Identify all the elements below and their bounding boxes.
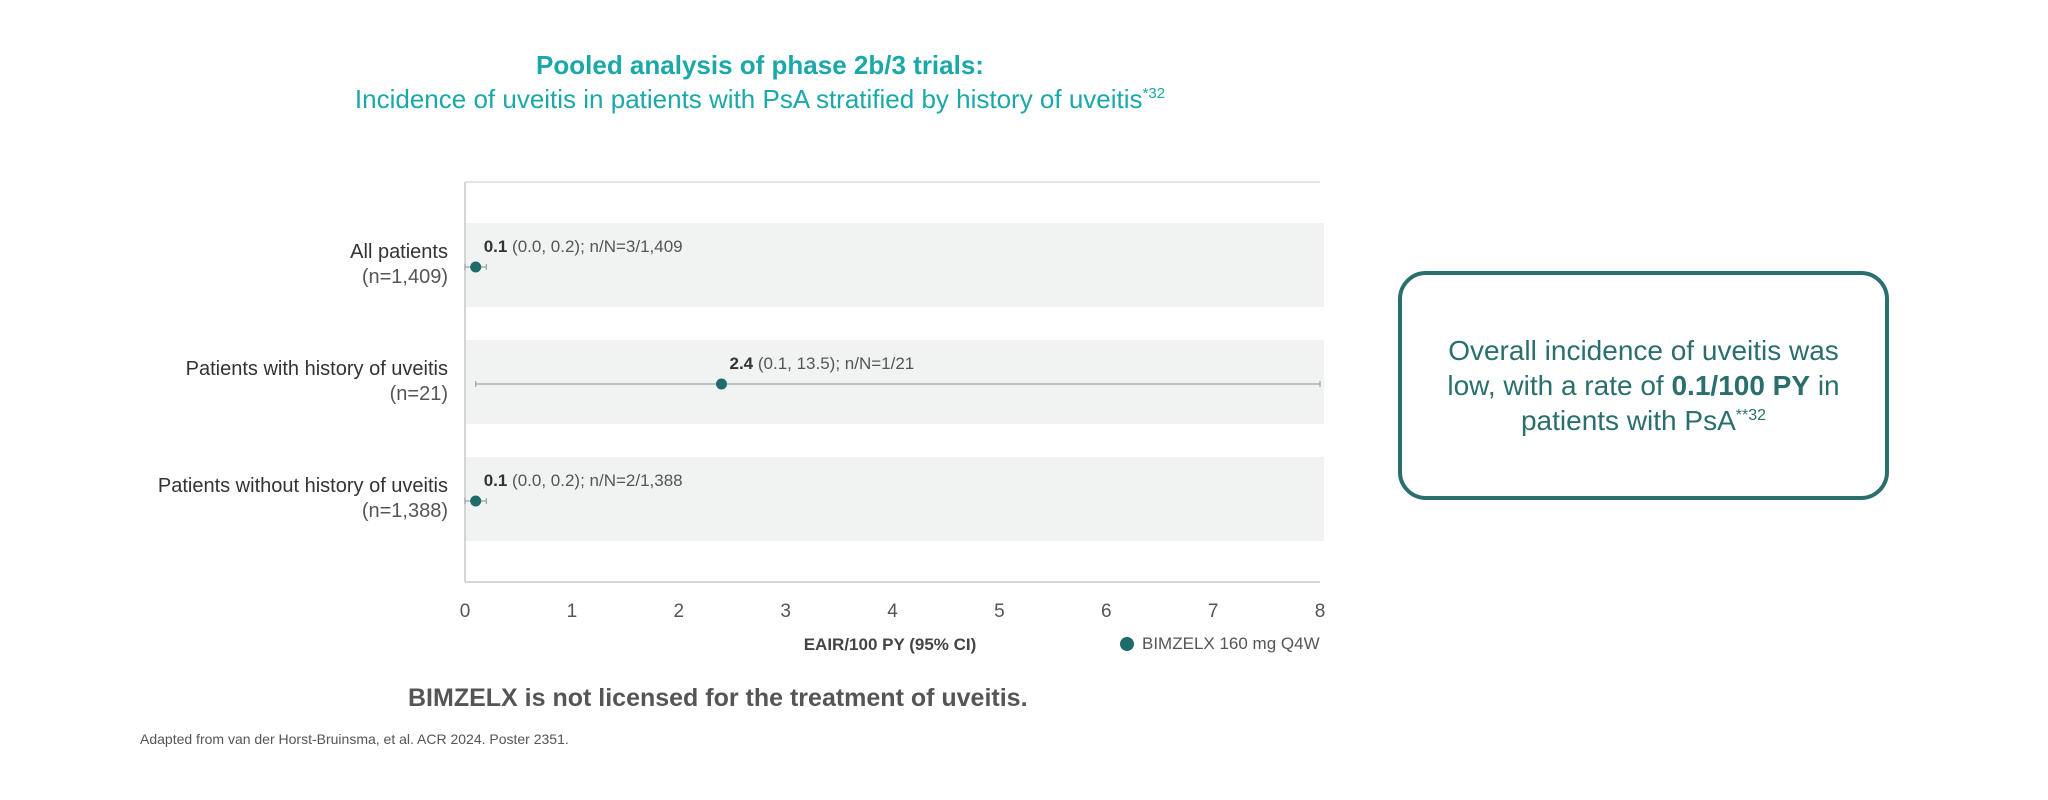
data-label-estimate: 2.4 <box>730 354 758 373</box>
chart-title-block: Pooled analysis of phase 2b/3 trials: In… <box>250 48 1270 116</box>
key-finding-callout: Overall incidence of uveitis was low, wi… <box>1398 271 1889 500</box>
row-band-3 <box>465 457 1324 541</box>
legend-label: BIMZELX 160 mg Q4W <box>1142 634 1320 653</box>
key-finding-text: Overall incidence of uveitis was low, wi… <box>1434 333 1854 438</box>
x-tick-label-6: 6 <box>1101 601 1112 622</box>
data-label-detail: (0.1, 13.5); n/N=1/21 <box>758 354 914 373</box>
row-label-n: (n=21) <box>389 383 448 405</box>
x-tick-label-3: 3 <box>780 601 791 622</box>
chart-subtitle-text: Incidence of uveitis in patients with Ps… <box>354 84 1143 114</box>
key-finding-line2: in patients with PsA <box>1520 370 1840 436</box>
row-band-2 <box>465 340 1324 424</box>
estimate-point-3 <box>470 495 482 507</box>
x-tick-label-5: 5 <box>994 601 1005 622</box>
chart-subtitle-reference: *32 <box>1142 85 1166 102</box>
row-label-name: Patients with history of uveitis <box>185 358 448 380</box>
row-label-name: All patients <box>350 241 448 263</box>
data-label-estimate: 0.1 <box>484 237 512 256</box>
data-label-3: 0.1 (0.0, 0.2); n/N=2/1,388 <box>484 471 683 490</box>
legend: BIMZELX 160 mg Q4W <box>1120 634 1320 654</box>
data-label-detail: (0.0, 0.2); n/N=3/1,409 <box>512 237 683 256</box>
key-finding-reference: **32 <box>1735 407 1767 424</box>
x-tick-label-8: 8 <box>1315 601 1326 622</box>
data-label-detail: (0.0, 0.2); n/N=2/1,388 <box>512 471 683 490</box>
estimate-point-1 <box>470 261 482 273</box>
x-tick-label-0: 0 <box>460 601 471 622</box>
row-label-with-history: Patients with history of uveitis (n=21) <box>186 357 448 407</box>
x-tick-label-4: 4 <box>887 601 898 622</box>
x-axis-label: EAIR/100 PY (95% CI) <box>803 635 977 654</box>
license-disclaimer: BIMZELX is not licensed for the treatmen… <box>408 684 1028 712</box>
key-finding-line1: Overall incidence of uveitis was low, wi… <box>1447 335 1839 401</box>
x-tick-label-7: 7 <box>1208 601 1219 622</box>
legend-marker-icon <box>1120 637 1134 651</box>
row-label-name: Patients without history of uveitis <box>157 475 448 497</box>
row-label-n: (n=1,409) <box>361 266 448 288</box>
row-label-without-history: Patients without history of uveitis (n=1… <box>158 474 448 524</box>
key-finding-highlight: 0.1/100 PY <box>1671 370 1811 401</box>
row-label-n: (n=1,388) <box>361 500 448 522</box>
data-label-1: 0.1 (0.0, 0.2); n/N=3/1,409 <box>484 237 683 256</box>
x-tick-label-2: 2 <box>673 601 684 622</box>
source-footnote: Adapted from van der Horst-Bruinsma, et … <box>140 731 569 747</box>
chart-subtitle: Incidence of uveitis in patients with Ps… <box>250 82 1270 116</box>
estimate-point-2 <box>716 378 727 390</box>
chart-title: Pooled analysis of phase 2b/3 trials: <box>536 50 984 80</box>
row-label-all-patients: All patients (n=1,409) <box>350 240 448 290</box>
data-label-2: 2.4 (0.1, 13.5); n/N=1/21 <box>730 354 915 373</box>
data-label-estimate: 0.1 <box>484 471 512 490</box>
row-band-1 <box>465 223 1324 307</box>
x-tick-label-1: 1 <box>567 601 578 622</box>
